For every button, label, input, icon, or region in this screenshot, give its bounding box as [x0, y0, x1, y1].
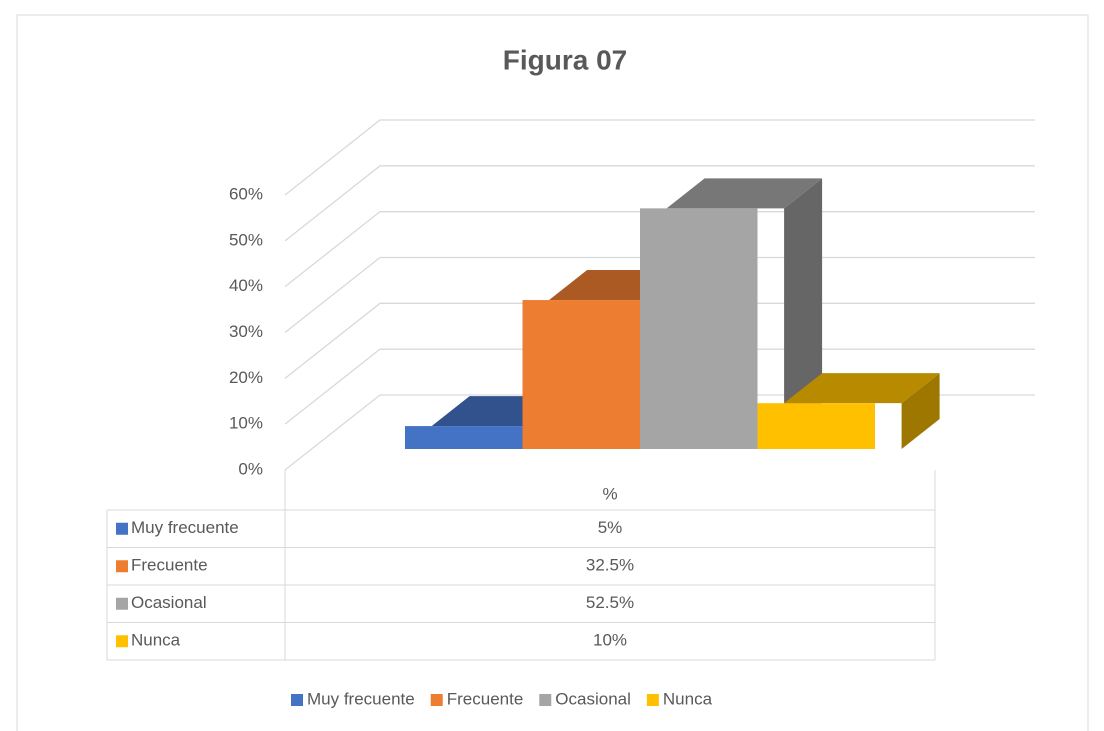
- table-legend-key: [116, 635, 128, 648]
- grid-line: [284, 165, 1035, 242]
- grid-line: [284, 119, 1035, 196]
- bar-side: [901, 373, 940, 449]
- table-legend-key: [116, 560, 128, 573]
- bar: [522, 300, 640, 449]
- table-value: 5%: [598, 518, 623, 537]
- legend-key: [646, 694, 659, 706]
- y-tick-label: 0%: [238, 459, 263, 478]
- legend-key: [539, 694, 552, 706]
- legend-label: Frecuente: [447, 689, 524, 708]
- bar: [405, 426, 523, 449]
- table-legend-key: [116, 597, 128, 610]
- table-legend-key: [116, 522, 128, 535]
- bar-top: [666, 178, 823, 209]
- table-series-name: Muy frecuente: [131, 518, 239, 537]
- y-tick-label: 20%: [229, 368, 263, 387]
- bar-top: [784, 373, 940, 404]
- table-value: 10%: [593, 631, 627, 650]
- table-series-name: Nunca: [131, 631, 181, 650]
- table-series-name: Frecuente: [131, 556, 208, 575]
- y-tick-label: 40%: [229, 276, 263, 295]
- y-tick-label: 30%: [229, 322, 263, 341]
- chart-title: Figura 07: [503, 44, 627, 75]
- legend-key: [291, 694, 303, 706]
- chart-border: [16, 14, 1089, 731]
- table-series-name: Ocasional: [131, 593, 207, 612]
- bar: [640, 208, 758, 449]
- y-tick-label: 60%: [229, 184, 263, 203]
- legend-key: [430, 694, 443, 706]
- y-tick-label: 50%: [229, 230, 263, 249]
- y-tick-label: 10%: [229, 414, 263, 433]
- bar: [757, 403, 875, 449]
- legend-label: Ocasional: [555, 689, 631, 708]
- legend-label: Muy frecuente: [307, 689, 415, 708]
- legend-label: Nunca: [663, 689, 713, 708]
- table-value: 32.5%: [586, 556, 634, 575]
- table-header: %: [602, 484, 617, 503]
- table-value: 52.5%: [586, 593, 634, 612]
